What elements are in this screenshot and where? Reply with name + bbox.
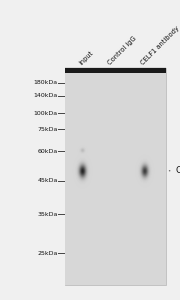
Text: CELF1 antibody: CELF1 antibody: [140, 25, 180, 66]
Text: Input: Input: [78, 50, 94, 66]
Text: 45kDa: 45kDa: [37, 178, 58, 183]
Text: 140kDa: 140kDa: [33, 93, 58, 98]
Text: 25kDa: 25kDa: [37, 251, 58, 256]
Bar: [65, 68, 166, 73]
Text: 180kDa: 180kDa: [33, 80, 58, 85]
Text: CELF1: CELF1: [169, 166, 180, 175]
Bar: [65, 68, 166, 285]
Text: 100kDa: 100kDa: [33, 111, 58, 116]
Text: Control IgG: Control IgG: [106, 35, 137, 66]
Text: 35kDa: 35kDa: [37, 212, 58, 217]
Bar: [65, 68, 166, 73]
Text: 60kDa: 60kDa: [37, 149, 58, 154]
Text: 75kDa: 75kDa: [37, 127, 58, 132]
